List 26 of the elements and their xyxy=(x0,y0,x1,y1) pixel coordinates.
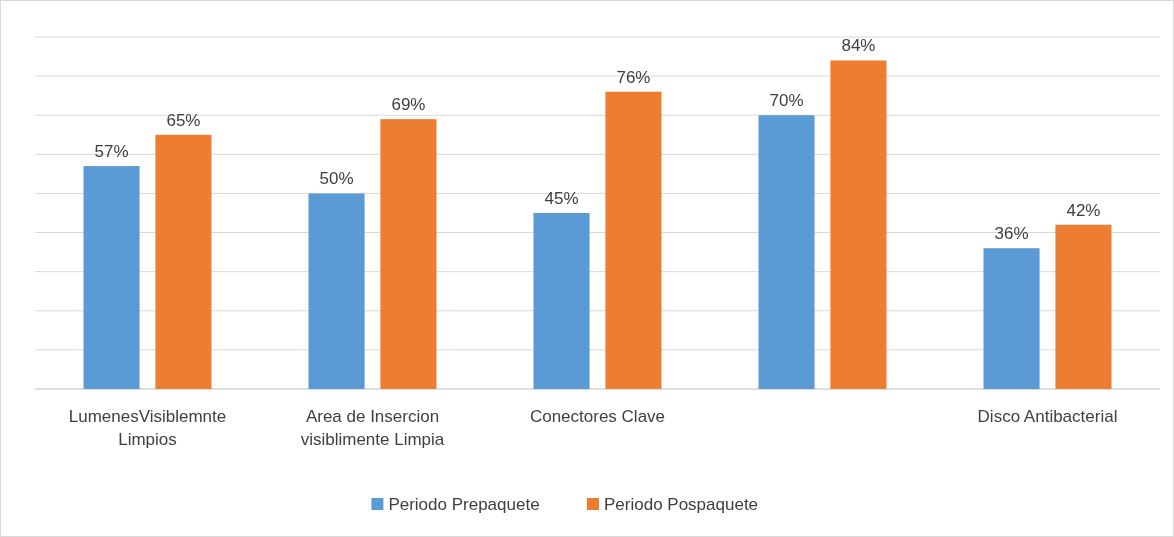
bar xyxy=(533,213,590,389)
data-label: 57% xyxy=(94,142,129,162)
legend-label: Periodo Prepaquete xyxy=(388,494,540,514)
x-tick-label: LumenesVisiblemnte Limpios xyxy=(68,407,227,449)
bar xyxy=(605,91,662,389)
bar xyxy=(308,193,365,389)
bar xyxy=(1055,224,1112,389)
data-label: 84% xyxy=(841,36,876,56)
bar xyxy=(380,119,437,389)
bar xyxy=(830,60,887,389)
data-label: 45% xyxy=(544,189,579,208)
x-tick-label: Area de Insercion visiblimente Limpia xyxy=(300,407,445,449)
data-label: 50% xyxy=(319,169,354,189)
data-label: 65% xyxy=(166,110,201,130)
bar xyxy=(155,134,212,389)
data-label: 69% xyxy=(391,95,426,115)
data-label: 76% xyxy=(616,67,651,87)
data-label: 36% xyxy=(994,224,1029,244)
bar xyxy=(983,248,1040,389)
legend-label: Periodo Pospaquete xyxy=(604,494,759,514)
x-tick-label: Disco Antibacterial xyxy=(977,407,1118,426)
data-label: 42% xyxy=(1066,200,1101,220)
x-tick-label: Conectores Clave xyxy=(529,407,666,426)
data-label: 70% xyxy=(769,91,804,111)
bar xyxy=(83,166,140,389)
bar xyxy=(758,115,815,389)
